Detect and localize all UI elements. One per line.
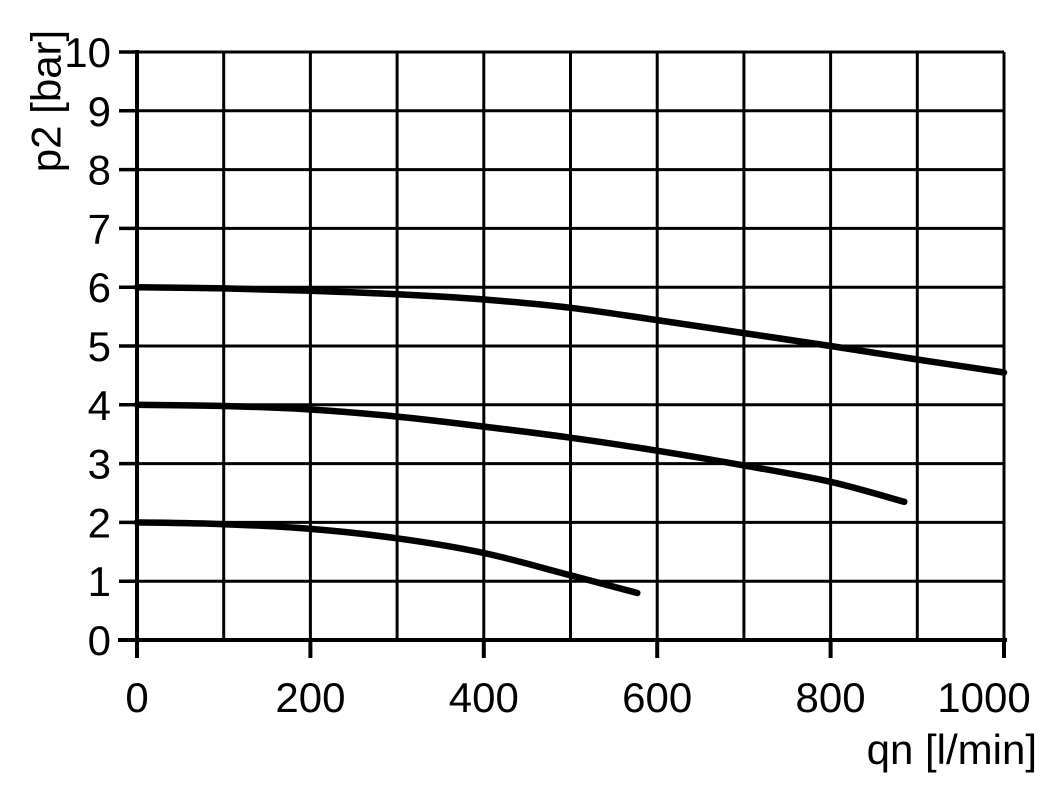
grid: [119, 50, 1006, 642]
flow-curve-p2-2bar: [133, 519, 641, 597]
flow-curve-p2-4bar: [133, 401, 908, 506]
x-tick-label: 0: [125, 674, 148, 721]
flow-curve-p2-6bar: [133, 283, 1008, 376]
y-tick-label: 6: [88, 264, 111, 311]
x-tick-label: 800: [796, 674, 866, 721]
x-tick-label: 1000: [937, 674, 1030, 721]
y-axis-label: p2 [bar]: [23, 30, 70, 172]
axes: [118, 50, 1007, 658]
y-tick-label: 8: [88, 147, 111, 194]
y-tick-label: 5: [88, 323, 111, 370]
y-tick-label: 7: [88, 205, 111, 252]
y-tick-label: 0: [88, 617, 111, 664]
x-tick-label: 200: [275, 674, 345, 721]
y-tick-label: 2: [88, 499, 111, 546]
y-tick-label: 4: [88, 382, 111, 429]
tick-labels: 0 200 400 600 800 1000 0 1 2 3 4 5 6 7 8 9 10: [64, 29, 1030, 721]
curves: [133, 283, 1008, 597]
x-tick-label: 600: [622, 674, 692, 721]
y-tick-label: 1: [88, 558, 111, 605]
y-tick-label: 9: [88, 88, 111, 135]
x-axis-label: qn [l/min]: [867, 726, 1037, 773]
x-tick-label: 400: [449, 674, 519, 721]
y-tick-label: 3: [88, 441, 111, 488]
y-tick-label: 10: [64, 29, 111, 76]
